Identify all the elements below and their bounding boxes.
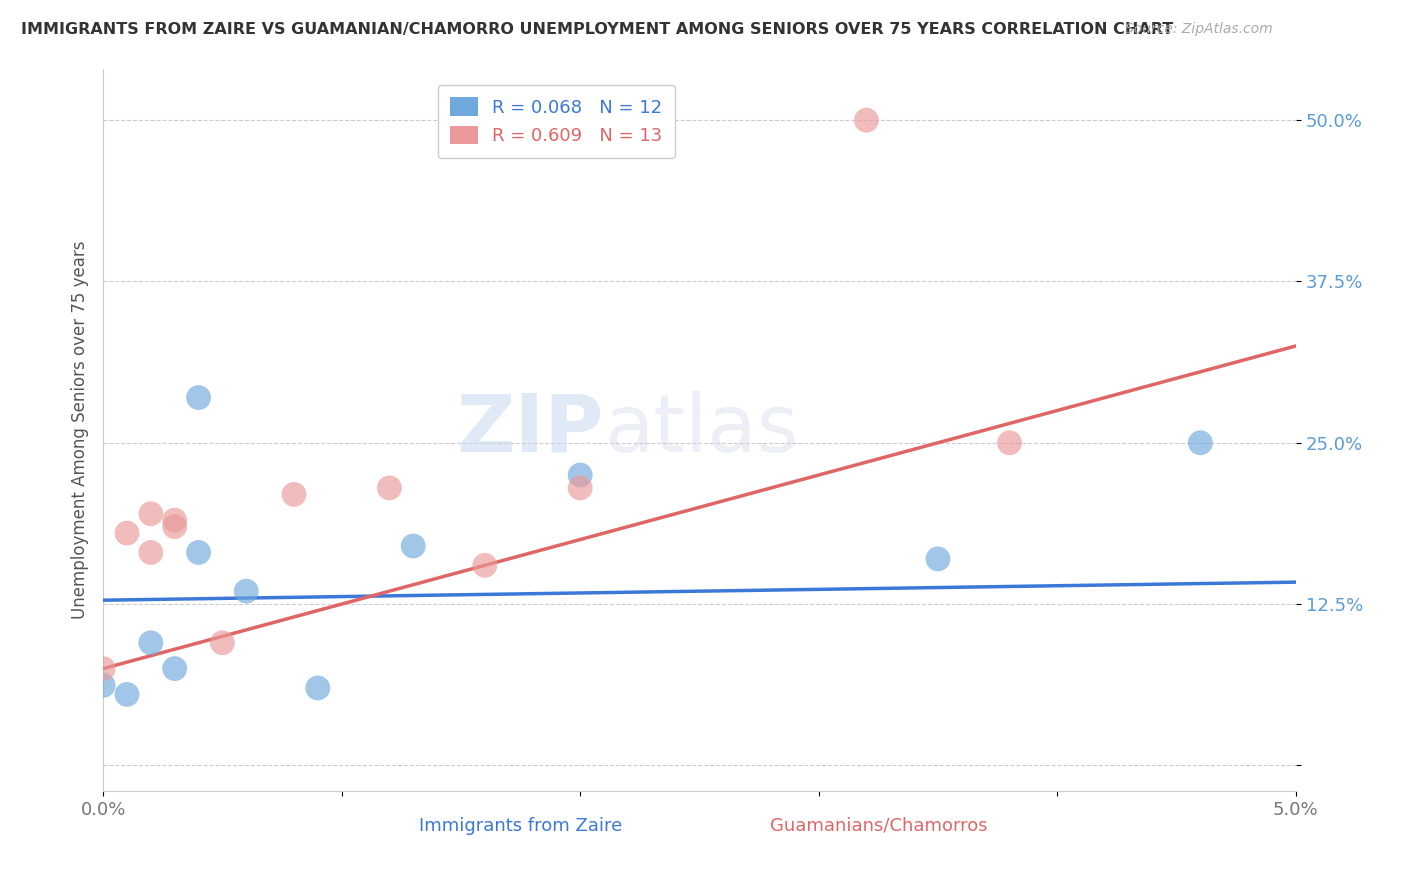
Point <box>235 584 257 599</box>
Point <box>855 113 877 128</box>
Text: IMMIGRANTS FROM ZAIRE VS GUAMANIAN/CHAMORRO UNEMPLOYMENT AMONG SENIORS OVER 75 Y: IMMIGRANTS FROM ZAIRE VS GUAMANIAN/CHAMO… <box>21 22 1174 37</box>
Point <box>91 662 114 676</box>
Legend: R = 0.068   N = 12, R = 0.609   N = 13: R = 0.068 N = 12, R = 0.609 N = 13 <box>437 85 675 158</box>
Text: Guamanians/Chamorros: Guamanians/Chamorros <box>769 816 987 835</box>
Point <box>569 481 592 495</box>
Text: Immigrants from Zaire: Immigrants from Zaire <box>419 816 623 835</box>
Text: atlas: atlas <box>605 391 799 469</box>
Point <box>91 678 114 692</box>
Point <box>139 545 162 559</box>
Point <box>163 519 186 533</box>
Point <box>115 526 138 541</box>
Text: Source: ZipAtlas.com: Source: ZipAtlas.com <box>1125 22 1272 37</box>
Point <box>211 636 233 650</box>
Point <box>402 539 425 553</box>
Point <box>1189 435 1212 450</box>
Point <box>187 391 209 405</box>
Point <box>378 481 401 495</box>
Point <box>139 636 162 650</box>
Point <box>307 681 329 695</box>
Point <box>474 558 496 573</box>
Text: ZIP: ZIP <box>457 391 605 469</box>
Point <box>187 545 209 559</box>
Point <box>139 507 162 521</box>
Point <box>569 468 592 483</box>
Point <box>163 513 186 527</box>
Point <box>163 662 186 676</box>
Point <box>115 687 138 701</box>
Y-axis label: Unemployment Among Seniors over 75 years: Unemployment Among Seniors over 75 years <box>72 241 89 619</box>
Point <box>927 552 949 566</box>
Point <box>998 435 1021 450</box>
Point <box>283 487 305 501</box>
